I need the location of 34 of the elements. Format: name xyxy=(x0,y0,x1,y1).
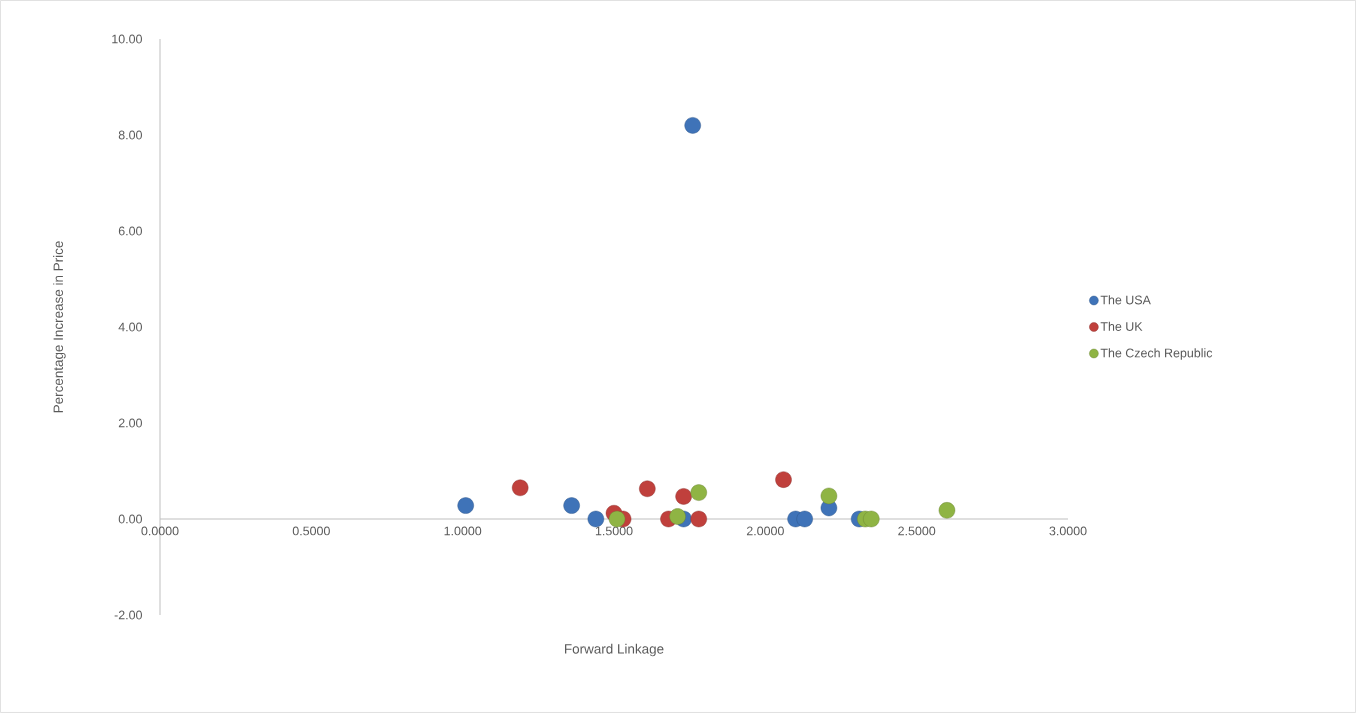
y-tick-label: -2.00 xyxy=(114,610,142,620)
y-tick-label: 10.00 xyxy=(112,34,142,44)
point xyxy=(669,508,686,525)
point xyxy=(457,497,474,514)
point xyxy=(675,488,692,505)
legend-label: The Czech Republic xyxy=(1100,348,1213,360)
legend-label: The UK xyxy=(1100,321,1143,331)
point xyxy=(938,502,956,519)
point xyxy=(563,497,580,514)
point xyxy=(639,480,656,497)
x-tick-label: 1.0000 xyxy=(444,526,482,536)
point xyxy=(684,117,701,134)
point xyxy=(690,484,707,501)
x-tick-label: 2.5000 xyxy=(898,526,936,536)
legend-label: The USA xyxy=(1100,295,1151,305)
y-axis-title: Percentage Increase in Price xyxy=(53,241,66,413)
point xyxy=(587,510,605,528)
x-tick-label: 0.5000 xyxy=(292,526,330,536)
x-axis-title: Forward Linkage xyxy=(565,643,664,657)
x-tick-label: 2.0000 xyxy=(746,526,784,536)
point xyxy=(690,510,707,528)
point xyxy=(796,510,813,528)
y-tick-label: 4.00 xyxy=(118,322,142,332)
y-tick-label: 0.00 xyxy=(118,514,142,524)
x-tick-label: 3.0000 xyxy=(1049,526,1087,536)
y-tick-label: 2.00 xyxy=(118,418,142,428)
y-tick-label: 8.00 xyxy=(118,130,142,140)
point xyxy=(511,479,529,496)
point xyxy=(820,487,838,505)
point xyxy=(863,510,880,528)
x-tick-label: 0.0000 xyxy=(141,526,179,536)
point xyxy=(775,471,792,488)
x-tick-label: 1.5000 xyxy=(595,526,633,536)
y-tick-label: 6.00 xyxy=(118,226,142,236)
